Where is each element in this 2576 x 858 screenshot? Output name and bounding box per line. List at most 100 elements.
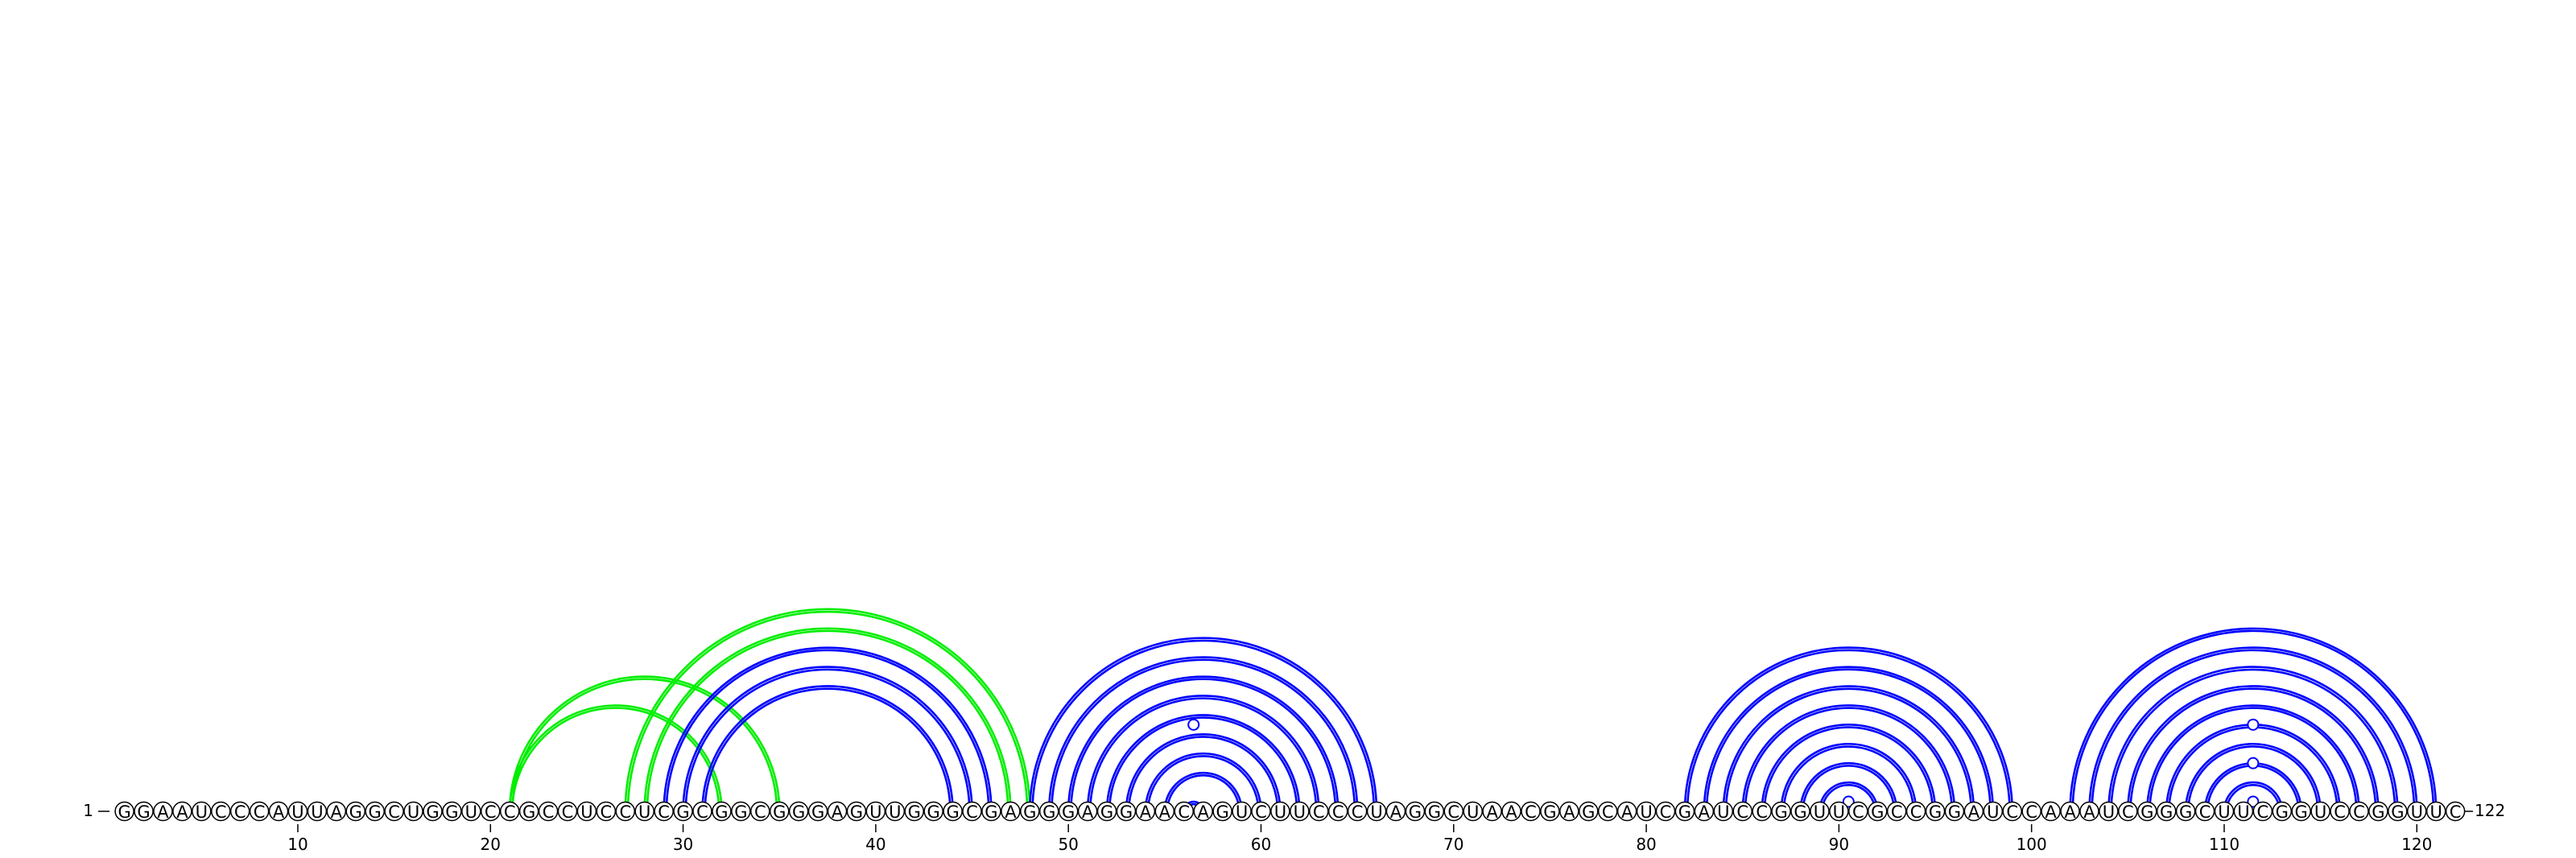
nucleotide-108-circle <box>2175 801 2196 822</box>
nucleotide-113: G <box>2276 802 2289 822</box>
nucleotide-21: C <box>504 802 516 822</box>
nucleotide-76-circle <box>1559 801 1579 822</box>
tick-label-110: 110 <box>2209 835 2240 854</box>
arc-pair-30-45 <box>682 666 973 812</box>
nucleotide-82: G <box>1678 802 1691 822</box>
nucleotide-15-circle <box>384 801 404 822</box>
arc-pair-49-65 <box>1047 656 1359 812</box>
end-label: 122 <box>2475 801 2505 820</box>
nucleotide-121: U <box>2430 802 2442 822</box>
nucleotide-89: U <box>1814 802 1826 822</box>
nucleotide-32: G <box>715 802 728 822</box>
arc-pair-27-48-inner <box>626 610 1029 812</box>
nucleotide-98: U <box>1987 802 1999 822</box>
nucleotide-55-circle <box>1154 801 1175 822</box>
nucleotide-18: G <box>445 802 458 822</box>
arc-pair-55-59 <box>1163 771 1243 812</box>
nucleotide-4-circle <box>172 801 192 822</box>
arc-pair-52-62 <box>1105 714 1301 812</box>
nucleotide-89-circle <box>1810 801 1830 822</box>
nucleotide-22: G <box>522 802 535 822</box>
nucleotide-102-circle <box>2060 801 2080 822</box>
nucleotide-70-circle <box>1443 801 1464 822</box>
nucleotide-92: G <box>1871 802 1884 822</box>
nucleotide-49: G <box>1042 802 1055 822</box>
nucleotide-23-circle <box>538 801 559 822</box>
nucleotide-75-circle <box>1540 801 1560 822</box>
nucleotide-27: C <box>619 802 631 822</box>
nucleotide-8: C <box>254 802 266 822</box>
nucleotide-104-circle <box>2099 801 2119 822</box>
nucleotide-45-circle <box>962 801 982 822</box>
nucleotide-36: G <box>792 802 805 822</box>
nucleotide-105-circle <box>2118 801 2138 822</box>
nucleotide-6: C <box>215 802 227 822</box>
arc-pair-29-46-inner <box>665 649 990 812</box>
nucleotide-119: G <box>2391 802 2404 822</box>
nucleotide-61-circle <box>1270 801 1290 822</box>
nucleotide-3: A <box>157 802 169 822</box>
nucleotide-51-circle <box>1077 801 1098 822</box>
nucleotide-105: C <box>2122 802 2134 822</box>
nucleotide-120-circle <box>2407 801 2427 822</box>
nucleotide-1-circle <box>114 801 134 822</box>
nucleotide-118-circle <box>2368 801 2388 822</box>
nucleotide-11-circle <box>307 801 328 822</box>
nucleotide-48-circle <box>1020 801 1040 822</box>
arc-pair-21-35-inner <box>511 678 778 812</box>
tick-label-100: 100 <box>2017 835 2047 854</box>
nucleotide-3-circle <box>153 801 173 822</box>
nucleotide-57-circle <box>1193 801 1213 822</box>
nucleotide-44: G <box>946 802 959 822</box>
gu-marker-111-112 <box>2247 795 2260 808</box>
nucleotide-27-circle <box>615 801 636 822</box>
gu-marker-109-114 <box>2247 757 2260 769</box>
base-pair-arcs <box>508 608 2438 812</box>
nucleotide-106-circle <box>2137 801 2157 822</box>
nucleotide-58: G <box>1216 802 1228 822</box>
arc-pair-53-61-inner <box>1127 736 1279 812</box>
arc-pair-103-120-inner <box>2091 649 2416 812</box>
nucleotide-44-circle <box>943 801 963 822</box>
nucleotide-86-circle <box>1752 801 1772 822</box>
tick-label-70: 70 <box>1443 835 1463 854</box>
nucleotide-71: U <box>1467 802 1479 822</box>
nucleotide-121-circle <box>2425 801 2446 822</box>
nucleotide-31-circle <box>692 801 712 822</box>
nucleotide-107-circle <box>2156 801 2177 822</box>
nucleotide-64-circle <box>1327 801 1348 822</box>
nucleotide-91: C <box>1852 802 1864 822</box>
nucleotide-97: A <box>1968 802 1980 822</box>
nucleotide-23: C <box>543 802 555 822</box>
nucleotide-6-circle <box>211 801 231 822</box>
nucleotide-55: A <box>1159 802 1171 822</box>
nucleotide-69-circle <box>1424 801 1445 822</box>
nucleotide-64: C <box>1332 802 1344 822</box>
nucleotide-115: U <box>2314 802 2326 822</box>
nucleotide-82-circle <box>1674 801 1695 822</box>
nucleotide-80-circle <box>1636 801 1657 822</box>
nucleotide-30-circle <box>673 801 693 822</box>
arc-pair-86-95-inner <box>1763 726 1934 812</box>
nucleotide-103-circle <box>2079 801 2099 822</box>
nucleotide-36-circle <box>788 801 809 822</box>
arc-pair-82-99-inner <box>1686 649 2011 812</box>
nucleotide-60: C <box>1255 802 1267 822</box>
nucleotide-61: U <box>1274 802 1286 822</box>
arc-pair-85-96-inner <box>1744 707 1954 812</box>
nucleotide-74-circle <box>1521 801 1541 822</box>
arc-pair-104-119 <box>2107 666 2399 812</box>
arc-pair-108-115 <box>2184 743 2322 812</box>
nucleotide-31: C <box>696 802 708 822</box>
arc-pair-21-32 <box>508 704 723 812</box>
tick-label-20: 20 <box>481 835 501 854</box>
arc-pair-21-35 <box>508 675 781 812</box>
nucleotide-100: C <box>2025 802 2037 822</box>
nucleotide-28: U <box>638 802 650 822</box>
nucleotide-114: G <box>2295 802 2308 822</box>
nucleotide-32-circle <box>712 801 732 822</box>
gu-marker-52-61 <box>1187 718 1200 731</box>
nucleotide-7-circle <box>229 801 250 822</box>
nucleotide-58-circle <box>1212 801 1232 822</box>
arc-pair-50-64 <box>1067 675 1340 812</box>
